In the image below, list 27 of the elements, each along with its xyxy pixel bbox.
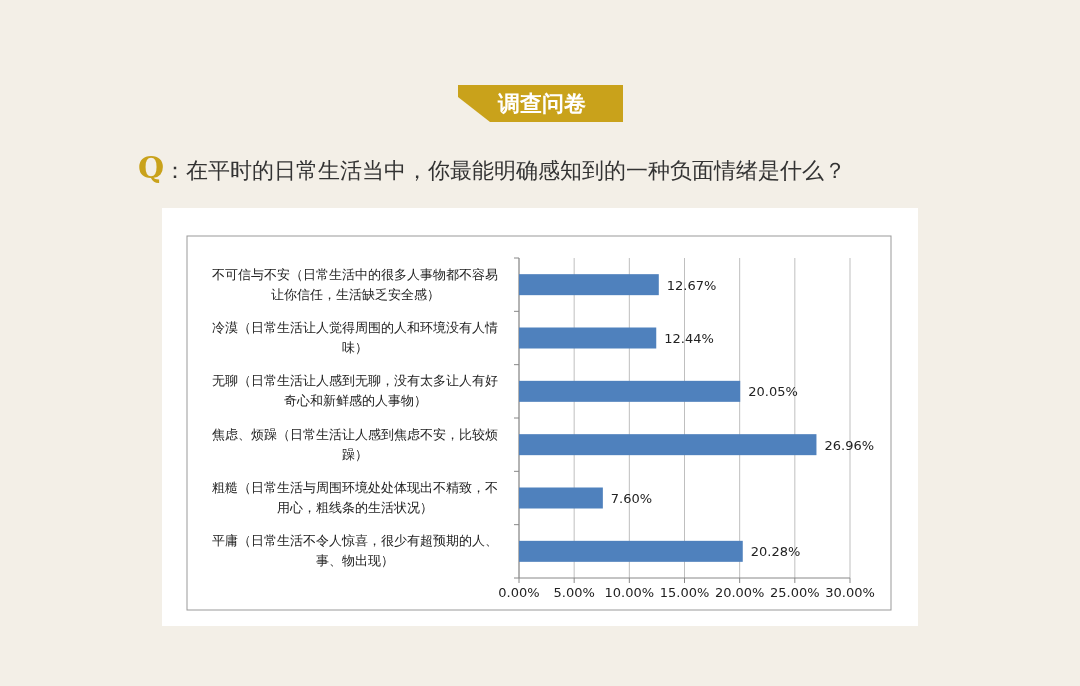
y-tick-label: 粗糙（日常生活与周围环境处处体现出不精致，不用心，粗线条的生活状况） <box>212 480 498 515</box>
data-label: 12.44% <box>664 331 714 346</box>
x-tick-label: 5.00% <box>553 585 595 600</box>
chart-subtitle: Q：在平时的日常生活当中，你最能明确感知到的一种负面情绪是什么？ <box>138 150 847 185</box>
x-tick-label: 10.00% <box>604 585 655 600</box>
x-tick-label: 20.00% <box>714 585 765 600</box>
x-tick-label: 15.00% <box>659 585 710 600</box>
y-tick-label: 冷漠（日常生活让人觉得周围的人和环境没有人情味） <box>212 320 498 355</box>
bar <box>519 380 741 402</box>
bar <box>519 327 657 349</box>
bar <box>519 487 603 509</box>
y-tick-label: 焦虑、烦躁（日常生活让人感到焦虑不安，比较烦躁） <box>212 426 498 462</box>
y-tick-label: 不可信与不安（日常生活中的很多人事物都不容易让你信任，生活缺乏安全感） <box>212 266 498 302</box>
data-label: 12.67% <box>666 277 717 293</box>
x-tick-label: 0.00% <box>498 585 540 600</box>
x-tick-label: 30.00% <box>825 585 875 600</box>
bar <box>519 540 743 562</box>
x-tick-label: 25.00% <box>770 585 820 600</box>
data-label: 26.96% <box>824 437 875 453</box>
data-label: 7.60% <box>610 491 653 506</box>
data-label: 20.05% <box>748 384 798 400</box>
y-tick-label: 平庸（日常生活不令人惊喜，很少有超预期的人、事、物出现） <box>212 533 498 569</box>
chart-title: 调查问卷 <box>497 90 586 116</box>
bar <box>519 274 659 296</box>
bar <box>519 434 817 456</box>
data-label: 20.28% <box>750 544 801 560</box>
y-tick-label: 无聊（日常生活让人感到无聊，没有太多让人有好奇心和新鲜感的人事物） <box>212 373 498 409</box>
